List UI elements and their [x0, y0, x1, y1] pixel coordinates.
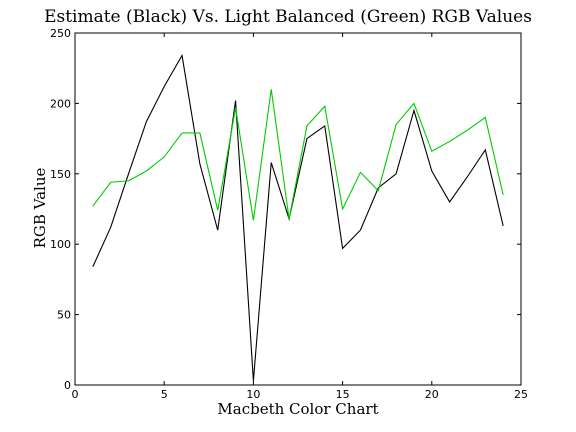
- series-line-estimate: [92, 53, 504, 381]
- chart-title: Estimate (Black) Vs. Light Balanced (Gre…: [44, 7, 532, 27]
- plot-frame: [74, 32, 522, 386]
- x-tick-label: 25: [514, 388, 528, 401]
- x-tick-label: 15: [336, 388, 350, 401]
- series-line-light-balanced: [92, 89, 504, 221]
- x-axis-ticks: 0 5 10 15 20 25: [72, 33, 528, 401]
- y-tick-label: 0: [64, 379, 71, 392]
- y-tick-label: 50: [57, 309, 71, 322]
- y-tick-label: 150: [50, 168, 71, 181]
- x-tick-label: 0: [72, 388, 79, 401]
- x-tick-label: 10: [246, 388, 260, 401]
- series-group: [92, 53, 504, 381]
- y-tick-label: 100: [50, 238, 71, 251]
- x-tick-label: 5: [161, 388, 168, 401]
- y-tick-label: 250: [50, 27, 71, 40]
- y-axis-ticks: 0 50 100 150 200 250: [50, 27, 521, 392]
- x-axis-label: Macbeth Color Chart: [217, 400, 378, 418]
- plot-area: 0 5 10 15 20 25 0 50 100 150 200 250: [50, 27, 528, 401]
- x-tick-label: 20: [425, 388, 439, 401]
- y-axis-label: RGB Value: [31, 167, 49, 248]
- y-tick-label: 200: [50, 97, 71, 110]
